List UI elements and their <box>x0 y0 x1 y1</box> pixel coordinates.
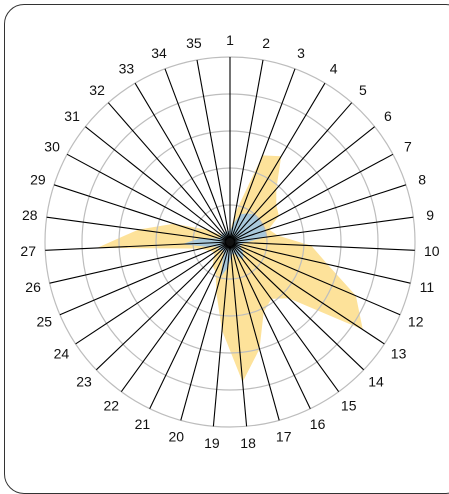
axis-spoke-16 <box>229 241 311 409</box>
axis-spoke-8 <box>229 184 407 243</box>
axis-label-23: 23 <box>76 374 92 390</box>
axis-spoke-27 <box>45 241 231 251</box>
axis-label-9: 9 <box>426 207 434 223</box>
axis-label-31: 31 <box>64 108 80 124</box>
axis-label-17: 17 <box>276 429 292 445</box>
series-area-1 <box>96 155 363 382</box>
axis-spoke-33 <box>134 82 231 243</box>
axis-spoke-19 <box>212 241 231 427</box>
axis-spoke-30 <box>66 153 231 243</box>
axis-spoke-22 <box>120 241 231 393</box>
axis-spoke-32 <box>107 102 231 243</box>
axis-label-34: 34 <box>151 45 167 61</box>
axis-label-19: 19 <box>204 435 220 451</box>
axis-label-28: 28 <box>22 207 38 223</box>
axis-label-20: 20 <box>169 429 185 445</box>
axis-label-15: 15 <box>341 397 357 413</box>
axis-spoke-26 <box>49 241 231 284</box>
axis-spoke-35 <box>196 59 231 243</box>
axis-label-3: 3 <box>297 45 305 61</box>
axis-label-13: 13 <box>391 345 407 361</box>
axis-spoke-29 <box>53 184 231 243</box>
axis-label-2: 2 <box>262 35 270 51</box>
axis-label-21: 21 <box>135 416 151 432</box>
axis-label-32: 32 <box>89 82 105 98</box>
axis-spoke-20 <box>180 241 231 421</box>
axis-spoke-10 <box>229 241 415 251</box>
axis-spoke-31 <box>85 126 231 243</box>
axis-spoke-5 <box>229 102 353 243</box>
axis-spoke-23 <box>95 241 231 371</box>
axis-spoke-28 <box>46 216 231 243</box>
axis-label-1: 1 <box>226 32 234 48</box>
axis-spoke-7 <box>229 153 394 243</box>
axis-spoke-21 <box>149 241 231 409</box>
axis-label-14: 14 <box>368 374 384 390</box>
axis-label-27: 27 <box>20 243 36 259</box>
axis-spoke-9 <box>229 216 414 243</box>
axis-label-25: 25 <box>37 313 53 329</box>
axis-label-11: 11 <box>420 279 435 295</box>
axis-label-10: 10 <box>424 243 440 259</box>
axis-label-8: 8 <box>418 172 426 188</box>
axis-label-26: 26 <box>25 279 41 295</box>
axis-spoke-6 <box>229 126 375 243</box>
axis-label-6: 6 <box>384 108 392 124</box>
axis-spoke-11 <box>229 241 411 284</box>
radar-chart: 1 234567891011121314151617181920212223242… <box>20 32 440 451</box>
axis-label-12: 12 <box>408 313 424 329</box>
axis-spoke-4 <box>229 82 326 243</box>
axis-label-30: 30 <box>44 138 60 154</box>
axis-spoke-24 <box>75 241 231 345</box>
axis-label-35: 35 <box>186 35 202 51</box>
axis-spoke-25 <box>59 241 231 316</box>
axis-label-22: 22 <box>104 397 120 413</box>
axis-spoke-18 <box>229 241 248 427</box>
axis-spoke-13 <box>229 241 385 345</box>
axis-spoke-17 <box>229 241 280 421</box>
axis-spoke-12 <box>229 241 401 316</box>
axis-spoke-34 <box>164 68 231 243</box>
axis-spoke-14 <box>229 241 365 371</box>
center-hub <box>226 238 234 246</box>
axis-label-5: 5 <box>359 82 367 98</box>
axis-label-24: 24 <box>54 345 70 361</box>
axis-label-29: 29 <box>30 172 46 188</box>
axis-label-7: 7 <box>404 138 412 154</box>
axis-spoke-3 <box>229 68 296 243</box>
axis-label-33: 33 <box>119 61 135 77</box>
axis-spoke-15 <box>229 241 340 393</box>
axis-spoke-2 <box>229 59 264 243</box>
axis-label-18: 18 <box>240 435 256 451</box>
axis-label-4: 4 <box>330 61 338 77</box>
axis-label-16: 16 <box>310 416 326 432</box>
